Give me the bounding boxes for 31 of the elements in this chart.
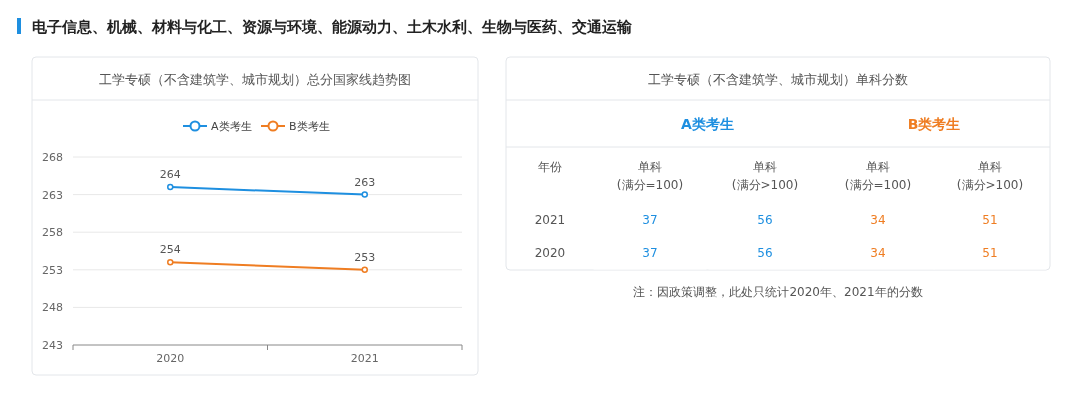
data-label: 254 — [159, 243, 181, 257]
y-tick-label: 258 — [42, 226, 63, 240]
data-label: 34 — [870, 246, 886, 260]
x-tick-label: 单科 (满分=100) — [616, 160, 684, 192]
y-tick-label: 253 — [42, 263, 63, 277]
data-label: 56 — [757, 246, 773, 260]
y-tick-label: 248 — [42, 301, 63, 315]
x-tick-label: 单科 (满分>100) — [731, 160, 799, 192]
data-label: 263 — [354, 175, 376, 189]
data-label: 264 — [159, 168, 181, 182]
data-label: 34 — [870, 213, 886, 227]
text: 注：因政策调整，此处只统计2020年、2021年的分数 — [633, 285, 923, 299]
text: B类考生 — [907, 116, 961, 132]
y-tick-label: 268 — [42, 151, 63, 164]
x-tick-label: 单科 (满分=100) — [844, 160, 912, 192]
data-label: 37 — [642, 246, 658, 260]
y-tick-label: 263 — [42, 188, 63, 202]
chart-title: 工学专硕（不含建筑学、城市规划）总分国家线趋势图 — [99, 72, 411, 87]
legend-label: B类考生 — [289, 120, 330, 133]
y-tick-label: 243 — [42, 339, 63, 352]
data-label: 51 — [982, 213, 998, 227]
x-tick-label: 单科 (满分>100) — [956, 160, 1024, 192]
data-label: 51 — [982, 246, 998, 260]
text: A类考生 — [681, 116, 734, 132]
legend-label: A类考生 — [211, 120, 252, 133]
text: 电子信息、机械、材料与化工、资源与环境、能源动力、土木水利、生物与医药、交通运输 — [32, 18, 633, 36]
data-label: 253 — [354, 250, 376, 264]
data-label: 37 — [642, 213, 658, 227]
data-label: 56 — [757, 213, 773, 227]
chart-title: 工学专硕（不含建筑学、城市规划）单科分数 — [648, 72, 908, 87]
y-axis-title: 年份 — [538, 160, 562, 174]
